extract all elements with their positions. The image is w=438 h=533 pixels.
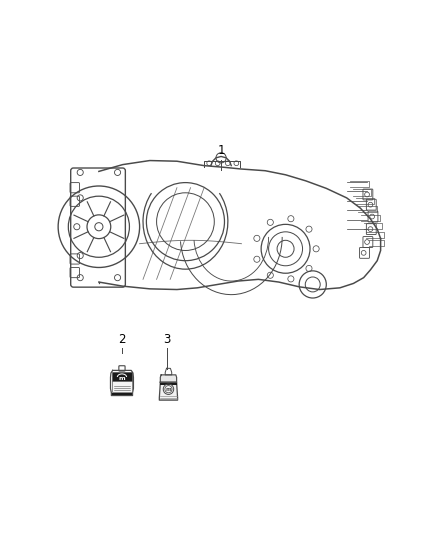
Polygon shape	[159, 382, 177, 400]
FancyBboxPatch shape	[112, 382, 132, 392]
FancyBboxPatch shape	[112, 393, 132, 395]
Polygon shape	[160, 375, 177, 382]
FancyBboxPatch shape	[112, 373, 132, 381]
FancyBboxPatch shape	[160, 383, 177, 385]
Text: 2: 2	[118, 333, 126, 345]
Text: m: m	[166, 387, 171, 392]
Text: m: m	[119, 376, 125, 381]
Text: 3: 3	[163, 333, 170, 345]
Text: 1: 1	[217, 144, 225, 157]
